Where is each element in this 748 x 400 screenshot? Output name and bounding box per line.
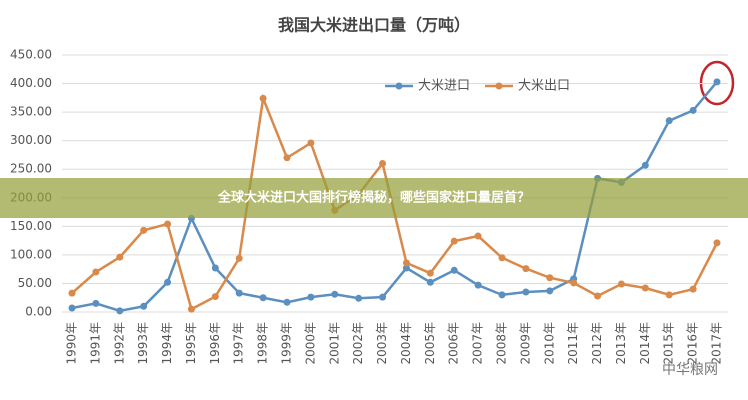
data-point [498, 291, 506, 299]
data-point [665, 291, 673, 299]
x-tick-label: 1995年 [184, 322, 198, 365]
x-tick-label: 2011年 [566, 322, 580, 365]
x-tick-label: 2003年 [375, 322, 389, 365]
data-point [164, 220, 172, 228]
x-tick-label: 2013年 [614, 322, 628, 365]
data-point [68, 289, 76, 297]
data-point [307, 139, 315, 147]
y-tick-label: 150.00 [10, 219, 52, 233]
data-point [594, 292, 602, 300]
y-tick-label: 0.00 [25, 305, 52, 319]
data-point [235, 254, 243, 262]
x-tick-label: 2002年 [351, 322, 365, 365]
data-point [402, 259, 410, 267]
y-tick-label: 300.00 [10, 133, 52, 147]
y-tick-label: 450.00 [10, 48, 52, 62]
legend-label: 大米出口 [518, 79, 570, 94]
y-tick-label: 350.00 [10, 105, 52, 119]
banner-text: 全球大米进口大国排行榜揭秘，哪些国家进口量居首？ [217, 190, 530, 206]
x-tick-label: 2016年 [686, 322, 700, 365]
data-point [689, 106, 697, 114]
data-point [498, 254, 506, 262]
data-point [211, 264, 219, 272]
legend-marker [495, 82, 503, 90]
data-point [116, 307, 124, 315]
data-point [641, 161, 649, 169]
x-tick-label: 2001年 [327, 322, 341, 365]
legend-marker [395, 82, 403, 90]
data-point [450, 237, 458, 245]
data-point [187, 305, 195, 313]
y-tick-label: 400.00 [10, 76, 52, 90]
x-tick-label: 2010年 [542, 322, 556, 365]
banner-bg [0, 178, 748, 218]
data-point [355, 294, 363, 302]
x-tick-label: 1993年 [136, 322, 150, 365]
data-point [283, 154, 291, 162]
x-tick-label: 2000年 [303, 322, 317, 365]
data-point [140, 226, 148, 234]
data-point [689, 285, 697, 293]
data-point [259, 94, 267, 102]
data-point [307, 293, 315, 301]
y-tick-label: 250.00 [10, 162, 52, 176]
x-tick-label: 1990年 [65, 322, 79, 365]
data-point [665, 117, 673, 125]
x-tick-label: 2004年 [399, 322, 413, 365]
x-tick-label: 1998年 [256, 322, 270, 365]
legend-label: 大米进口 [418, 79, 470, 94]
x-tick-label: 2006年 [447, 322, 461, 365]
data-point [474, 281, 482, 289]
x-tick-label: 2014年 [638, 322, 652, 365]
x-tick-label: 1994年 [160, 322, 174, 365]
data-point [713, 78, 721, 86]
data-point [713, 239, 721, 247]
data-point [235, 289, 243, 297]
data-point [259, 294, 267, 302]
x-tick-label: 2017年 [710, 322, 724, 365]
data-point [522, 288, 530, 296]
data-point [402, 264, 410, 272]
data-point [164, 278, 172, 286]
x-tick-label: 1991年 [88, 322, 102, 365]
data-point [379, 160, 387, 168]
data-point [283, 298, 291, 306]
x-tick-label: 2005年 [423, 322, 437, 365]
data-point [331, 290, 339, 298]
x-tick-label: 2008年 [495, 322, 509, 365]
data-point [546, 287, 554, 295]
data-point [450, 266, 458, 274]
chart-title: 我国大米进出口量（万吨） [278, 16, 470, 35]
data-point [379, 293, 387, 301]
data-point [426, 269, 434, 277]
plot: 0.0050.00100.00150.00200.00250.00300.003… [10, 48, 728, 365]
data-point [68, 304, 76, 312]
data-point [522, 265, 530, 273]
x-tick-label: 2007年 [471, 322, 485, 365]
x-tick-label: 1996年 [208, 322, 222, 365]
x-tick-label: 1997年 [232, 322, 246, 365]
data-point [92, 299, 100, 307]
data-point [426, 278, 434, 286]
y-tick-label: 50.00 [18, 276, 52, 290]
data-point [116, 253, 124, 261]
y-tick-label: 100.00 [10, 247, 52, 261]
x-tick-label: 2009年 [518, 322, 532, 365]
data-point [140, 302, 148, 310]
highlight-circle [699, 60, 735, 106]
x-tick-label: 2012年 [590, 322, 604, 365]
data-point [546, 274, 554, 282]
x-tick-label: 1992年 [112, 322, 126, 365]
data-point [211, 293, 219, 301]
data-point [617, 280, 625, 288]
data-point [570, 279, 578, 287]
data-point [92, 268, 100, 276]
data-point [641, 284, 649, 292]
data-point [474, 232, 482, 240]
x-tick-label: 2015年 [662, 322, 676, 365]
watermark: 中华粮网 [662, 362, 718, 378]
x-tick-label: 1999年 [280, 322, 294, 365]
